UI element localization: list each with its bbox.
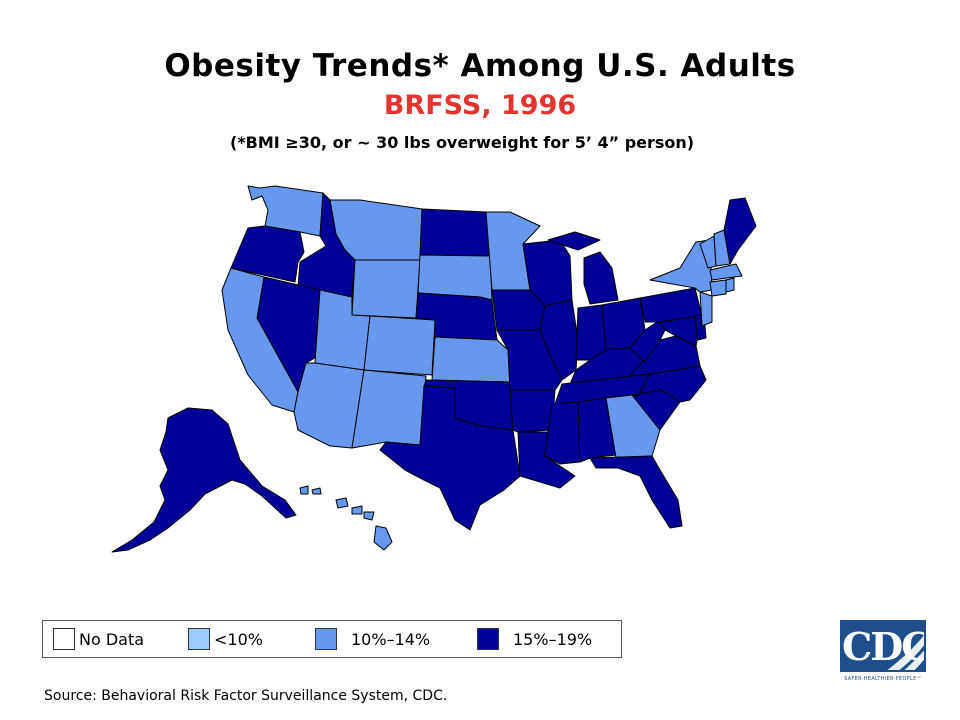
legend-swatch [188, 628, 210, 650]
state-WY [351, 259, 421, 319]
legend-swatch [477, 628, 499, 650]
cdc-logo-box: CDC [840, 620, 926, 672]
legend-item-no-data: No Data [53, 627, 144, 651]
state-IN [575, 304, 607, 361]
state-CO [363, 315, 436, 376]
bmi-footnote: (*BMI ≥30, or ~ 30 lbs overweight for 5’… [230, 133, 695, 152]
legend-item-lt10: <10% [188, 627, 263, 651]
legend-label: 10%–14% [351, 629, 431, 649]
state-HI [299, 485, 393, 551]
map-subtitle: BRFSS, 1996 [383, 90, 577, 121]
cdc-logo-text: CDC [842, 624, 926, 669]
legend-swatch [53, 628, 75, 650]
legend-item-15-19: 15%–19% [477, 627, 592, 651]
legend-item-10-14: 10%–14% [315, 627, 430, 651]
state-NM [351, 369, 427, 449]
state-AK [111, 407, 297, 553]
cdc-logo-stripes [887, 635, 924, 670]
cdc-logo-tagline: SAFER·HEALTHIER·PEOPLE™ [844, 676, 922, 682]
state-IL [539, 299, 579, 381]
state-AR [509, 389, 556, 433]
state-AL [577, 397, 617, 463]
state-GA [605, 394, 661, 459]
legend-label: <10% [214, 629, 263, 649]
legend-swatch [315, 628, 337, 650]
source-note: Source: Behavioral Risk Factor Surveilla… [44, 688, 448, 704]
state-OR [230, 225, 305, 283]
state-CT [709, 279, 727, 297]
state-KS [431, 336, 511, 383]
state-FL [589, 455, 683, 529]
state-MA [709, 263, 743, 281]
legend-label: No Data [79, 629, 145, 649]
state-ME [723, 197, 757, 265]
map-legend: No Data <10% 10%–14% 15%–19% [42, 620, 622, 658]
cdc-logo: CDC SAFER·HEALTHIER·PEOPLE™ [840, 620, 926, 686]
state-RI [725, 277, 735, 293]
state-TX [379, 385, 521, 531]
state-ND [419, 208, 491, 257]
state-NJ [699, 291, 713, 327]
legend-label: 15%–19% [513, 629, 593, 649]
state-MI [547, 231, 619, 305]
state-CA [221, 267, 299, 413]
map-title: Obesity Trends* Among U.S. Adults [164, 48, 796, 84]
